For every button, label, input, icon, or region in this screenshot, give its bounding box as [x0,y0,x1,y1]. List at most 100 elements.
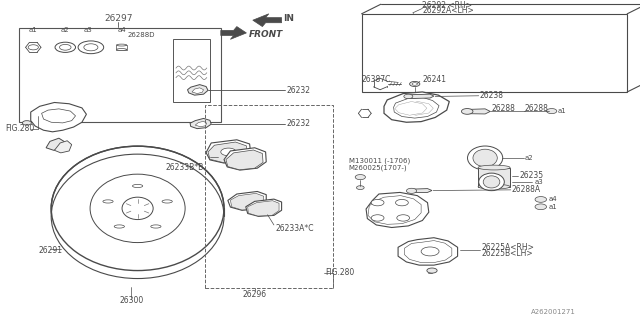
Bar [478,168,510,187]
Text: 26288: 26288 [492,104,515,113]
Polygon shape [226,150,263,170]
Polygon shape [42,109,76,123]
Text: a1: a1 [558,108,567,114]
Polygon shape [46,138,64,150]
Circle shape [410,81,420,86]
Polygon shape [395,101,427,115]
Ellipse shape [116,49,127,51]
Circle shape [461,108,473,114]
Ellipse shape [116,44,127,46]
Ellipse shape [479,173,504,191]
Text: M130011 (-1706): M130011 (-1706) [349,158,410,164]
Text: 26225A<RH>: 26225A<RH> [481,243,534,252]
Circle shape [404,94,413,99]
Polygon shape [195,121,207,127]
Circle shape [28,45,38,50]
Text: M260025(1707-): M260025(1707-) [349,164,408,171]
Ellipse shape [122,197,153,220]
Text: 26288D: 26288D [128,32,156,37]
Text: 26232: 26232 [287,119,311,128]
Polygon shape [221,27,246,39]
Circle shape [78,41,104,54]
Ellipse shape [478,165,510,170]
Ellipse shape [51,154,224,278]
Text: a2: a2 [61,27,70,33]
Circle shape [535,204,547,210]
Circle shape [421,247,439,256]
Polygon shape [384,92,449,122]
Text: 26232: 26232 [287,86,311,95]
Text: FIG.280: FIG.280 [5,124,35,133]
Ellipse shape [132,184,143,188]
Text: 26297: 26297 [104,14,132,23]
Polygon shape [206,140,251,163]
Ellipse shape [114,225,124,228]
Text: 26235: 26235 [520,171,544,180]
Ellipse shape [473,149,497,167]
Circle shape [355,174,365,180]
Bar [19,28,221,122]
Polygon shape [401,101,433,115]
Polygon shape [208,142,247,163]
Polygon shape [466,109,490,114]
Polygon shape [368,196,421,224]
Circle shape [535,196,547,202]
Polygon shape [54,141,72,153]
Text: a2: a2 [525,155,533,161]
Circle shape [427,268,437,273]
Text: a4: a4 [549,196,557,203]
Text: FRONT: FRONT [248,30,283,39]
Circle shape [356,186,364,189]
Polygon shape [224,148,266,170]
Ellipse shape [162,200,172,203]
Polygon shape [116,45,127,50]
Text: 26233A*C: 26233A*C [275,224,314,233]
Ellipse shape [151,225,161,228]
Polygon shape [366,192,429,228]
Text: a4: a4 [117,27,126,33]
Polygon shape [406,94,434,99]
Polygon shape [248,201,279,216]
Text: 26233B*B: 26233B*B [165,163,204,172]
Polygon shape [404,241,452,263]
Ellipse shape [467,146,503,170]
Circle shape [371,199,384,206]
Ellipse shape [51,146,224,271]
Ellipse shape [483,176,500,188]
Polygon shape [188,84,208,95]
Circle shape [396,199,408,206]
Bar [205,105,333,288]
Text: FIG.280: FIG.280 [325,268,355,277]
Circle shape [397,215,410,221]
Ellipse shape [90,174,185,243]
Text: 26292 <RH>: 26292 <RH> [422,1,472,10]
Circle shape [221,148,236,156]
Text: 26288: 26288 [525,104,548,113]
Polygon shape [192,88,204,93]
Text: 26292A<LH>: 26292A<LH> [422,6,474,15]
Text: 26288A: 26288A [512,185,541,194]
Circle shape [55,42,76,52]
Circle shape [60,44,71,50]
Text: 26241: 26241 [422,75,447,84]
Text: IN: IN [284,14,294,23]
Text: a1: a1 [549,204,558,210]
Text: A262001271: A262001271 [531,309,576,315]
Text: a1: a1 [29,27,38,33]
Circle shape [406,188,417,193]
Polygon shape [31,102,86,132]
Text: 26238: 26238 [480,91,504,100]
Polygon shape [398,238,458,265]
Circle shape [412,83,417,85]
Ellipse shape [478,184,510,189]
Ellipse shape [103,200,113,203]
Text: 26296: 26296 [243,290,267,299]
Polygon shape [394,97,439,118]
Bar [362,14,627,92]
Text: 26300: 26300 [119,296,143,305]
Circle shape [84,44,98,51]
Polygon shape [230,193,264,210]
Polygon shape [246,199,282,216]
Text: 26291: 26291 [38,246,63,255]
Circle shape [547,108,557,114]
